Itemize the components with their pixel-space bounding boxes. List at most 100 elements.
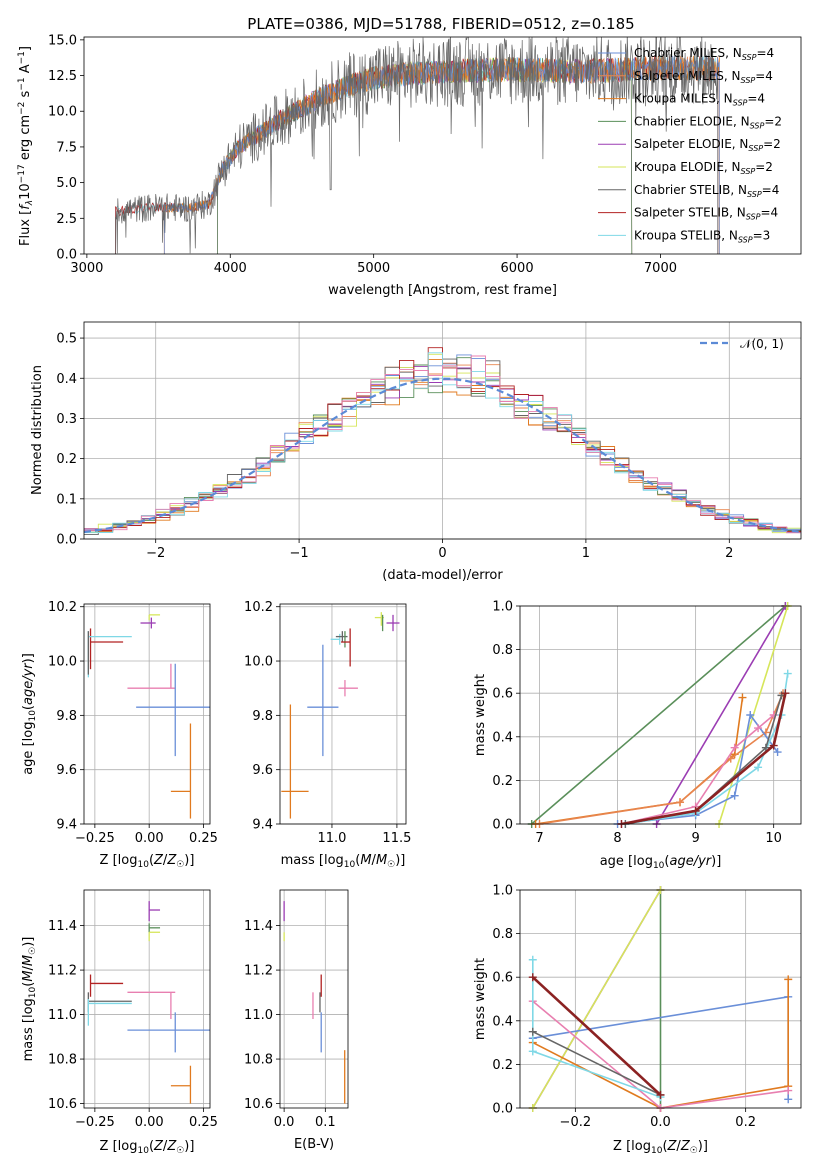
weight-marker [781,689,790,698]
y-tick-label: 11.0 [244,1008,273,1023]
legend-label: Salpeter MILES, NSSP=4 [634,69,773,85]
y-tick-label: 11.4 [244,919,273,934]
x-tick-label: −0.2 [560,1115,592,1130]
x-axis-label-part: age [log [600,854,653,869]
legend-label-sub: SSP [748,144,763,153]
y-axis-label-part: −1 [17,77,27,90]
x-axis-label: Z [log10(Z/Z☉)] [100,853,195,870]
legend-label-suffix: =4 [747,92,765,106]
legend-label-suffix: =2 [764,114,782,128]
y-axis-label-part: age/yr [21,662,36,705]
x-tick-label: 7000 [644,261,677,276]
y-tick-label: 10.2 [48,600,77,615]
y-tick-label: 0.2 [492,1058,513,1073]
x-axis-label-part: 10 [344,860,356,870]
y-tick-label: 10.0 [48,655,77,670]
x-axis-label-part: Z [166,853,177,868]
x-axis-label-part: )] [395,853,405,868]
legend-label-suffix: =2 [755,160,773,174]
x-axis-label-part: ☉ [176,860,184,870]
x-tick-label: 0.0 [274,1115,295,1130]
weight-marker [754,763,763,772]
weight-line [532,890,662,1108]
weight-marker [784,1095,793,1104]
legend-label-suffix: =4 [755,69,773,83]
x-axis-label-part: )] [184,853,194,868]
y-tick-label: 0.6 [492,971,513,986]
weight-line [621,692,787,824]
x-axis-label: E(B-V) [294,1137,334,1152]
legend-label-sub: SSP [742,53,757,62]
y-tick-label: 0.8 [492,643,513,658]
y-axis-label: Normed distribution [30,365,45,495]
x-axis-label-part: Z [log [100,853,138,868]
legend-label-main: Kroupa MILES, N [634,92,733,106]
x-axis-label-part: M [360,853,371,868]
x-axis-label: (data-model)/error [382,568,503,583]
weight-line [532,1000,789,1108]
y-tick-label: 0.0 [56,248,77,263]
y-tick-label: 0.2 [492,774,513,789]
x-tick-label: −0.25 [75,1115,115,1130]
legend-label: 𝒩(0, 1) [740,337,784,351]
legend-label-main: Salpeter ELODIE, N [634,137,748,151]
y-axis-label-part: A [18,64,33,77]
x-tick-label: 9 [691,831,699,846]
y-tick-label: 1.0 [492,884,513,899]
y-tick-label: 10.0 [244,655,273,670]
x-tick-label: 10 [765,831,782,846]
x-tick-label: 0.25 [189,831,218,846]
legend-label-sub: SSP [746,213,761,222]
x-axis-label-part: Z [667,1139,678,1154]
y-axis-label-part: mass [log [21,998,36,1061]
y-tick-label: 0.4 [492,730,513,745]
y-tick-label: 0.0 [492,1102,513,1117]
figure-title: PLATE=0386, MJD=51788, FIBERID=0512, z=0… [247,15,634,33]
legend-label: Kroupa ELODIE, NSSP=2 [634,160,773,176]
y-tick-label: 10.0 [48,105,77,120]
gaussian-curve [83,377,802,534]
y-axis-label-part: mass weight [473,674,488,756]
legend-label: Salpeter STELIB, NSSP=4 [634,206,778,222]
weight-marker [656,1090,665,1099]
legend-label: Kroupa MILES, NSSP=4 [634,92,765,108]
x-tick-label: 0.00 [135,1115,164,1130]
y-axis-label-part: −2 [17,102,27,115]
x-axis-label-part: / [163,853,168,868]
x-axis-label-part: / [372,853,377,868]
y-tick-label: 1.0 [492,600,513,615]
y-tick-label: 0.2 [56,452,77,467]
weight-marker [528,955,537,964]
legend-label: Chabrier ELODIE, NSSP=2 [634,114,782,130]
weight-marker [528,1047,537,1056]
y-tick-label: 0.8 [492,927,513,942]
y-tick-label: 9.4 [252,818,273,833]
x-axis-label-part: (data-model)/error [382,568,503,583]
x-axis-label: wavelength [Angstrom, rest frame] [328,283,557,298]
weight-marker [676,798,685,807]
y-axis-label-part: 10 [18,183,33,200]
legend-label-sub: SSP [750,121,765,130]
y-tick-label: 10.6 [48,1097,77,1112]
y-axis-label-part: ] [18,46,33,51]
x-tick-label: 8 [613,831,621,846]
legend-label-sub: SSP [741,76,756,85]
axes-frame [83,36,802,255]
residual-distribution-plot: −2 −1 0 1 2 0.0 0.1 0.2 0.3 0.4 0.5 𝒩(0, 1) (data-mo… [30,321,802,583]
x-axis-label-part: Z [153,1139,164,1154]
y-axis-label: Flux [fλ10−17 erg cm−2 s−1 A−1] [17,46,35,246]
x-axis-label-part: Z [log [613,1139,651,1154]
x-axis-label-part: 10 [137,860,149,870]
x-axis-label: age [log10(age/yr)] [600,854,722,871]
y-tick-label: 2.5 [56,212,77,227]
x-tick-label: 3000 [70,261,103,276]
legend-label-suffix: =4 [760,206,778,220]
x-axis-label-part: E(B-V) [294,1137,334,1152]
y-axis-label-part: age [log [21,722,36,775]
x-tick-label: 2 [725,546,733,561]
y-axis-label-part: f [18,203,33,210]
weight-line [532,979,789,1108]
weight-line [655,606,787,824]
legend-label-main: Salpeter MILES, N [634,69,741,83]
y-axis-label-part: ( [21,982,36,987]
